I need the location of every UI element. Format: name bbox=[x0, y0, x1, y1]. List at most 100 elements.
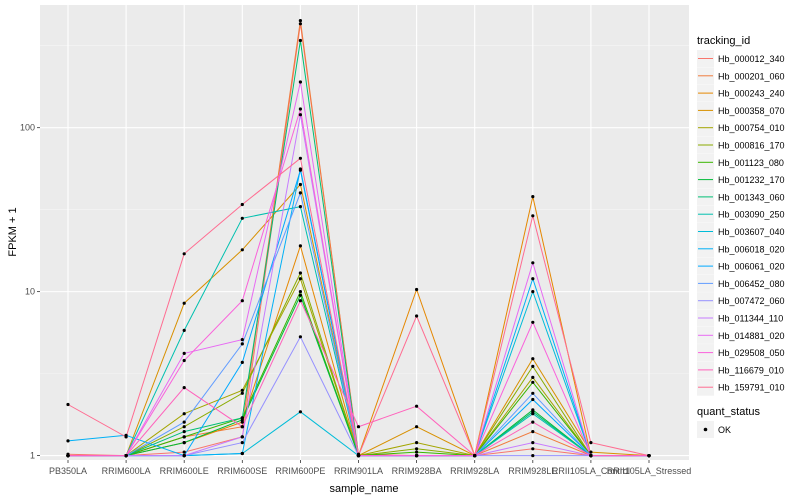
data-point bbox=[531, 364, 535, 368]
data-point bbox=[531, 195, 535, 199]
x-tick-label: RRIM928LA bbox=[450, 466, 499, 476]
data-point bbox=[240, 420, 244, 424]
x-tick-label: RRIM600SE bbox=[217, 466, 267, 476]
data-point bbox=[182, 351, 186, 355]
legend-label: Hb_014881_020 bbox=[718, 331, 785, 341]
legend-key-point bbox=[703, 427, 708, 432]
data-point bbox=[531, 430, 535, 434]
x-tick-label: RRIM928LE bbox=[508, 466, 557, 476]
data-point bbox=[531, 420, 535, 424]
data-point bbox=[298, 168, 302, 172]
legend-label: Hb_003090_250 bbox=[718, 210, 785, 220]
data-point bbox=[182, 358, 186, 363]
data-point bbox=[415, 287, 419, 292]
x-tick-label: RRIM600LE bbox=[160, 466, 209, 476]
data-point bbox=[531, 447, 535, 451]
data-point bbox=[240, 451, 244, 456]
data-point bbox=[66, 454, 70, 458]
data-point bbox=[531, 391, 535, 395]
data-point bbox=[415, 450, 419, 454]
x-tick-label: RRIM928BA bbox=[392, 466, 442, 476]
data-point bbox=[298, 113, 302, 117]
legend-label: Hb_000012_340 bbox=[718, 54, 785, 64]
x-tick-label: RRIM600PE bbox=[275, 466, 325, 476]
legend-label: Hb_116679_010 bbox=[718, 365, 784, 375]
x-axis-title: sample_name bbox=[329, 483, 398, 495]
legend-title: tracking_id bbox=[697, 35, 750, 47]
data-point bbox=[415, 454, 419, 458]
data-point bbox=[182, 301, 186, 305]
data-point bbox=[240, 216, 244, 220]
legend-label: Hb_006018_020 bbox=[718, 244, 785, 254]
data-point bbox=[182, 386, 186, 390]
data-point bbox=[415, 447, 419, 451]
data-point bbox=[531, 357, 535, 361]
legend-label: Hb_000754_010 bbox=[718, 123, 785, 133]
legend-label: Hb_000358_070 bbox=[718, 106, 785, 116]
data-point bbox=[531, 261, 535, 265]
x-tick-label: RRIM600LA bbox=[102, 466, 151, 476]
data-point bbox=[531, 397, 535, 402]
data-point bbox=[531, 441, 535, 445]
data-point bbox=[298, 107, 302, 111]
x-tick-label: RRIM901LA bbox=[334, 466, 383, 476]
data-point bbox=[298, 299, 302, 303]
legend-label: Hb_001343_060 bbox=[718, 192, 785, 202]
data-point bbox=[298, 290, 302, 294]
legend-label: Hb_011344_110 bbox=[718, 314, 783, 324]
data-point bbox=[182, 252, 186, 256]
data-point bbox=[298, 271, 302, 275]
data-point bbox=[240, 391, 244, 395]
y-tick-label: 10 bbox=[25, 287, 35, 297]
y-tick-label: 100 bbox=[20, 123, 35, 133]
legend-label: OK bbox=[718, 425, 731, 435]
x-tick-label: PB350LA bbox=[49, 466, 87, 476]
data-point bbox=[240, 248, 244, 252]
data-point bbox=[182, 420, 186, 424]
legend-label: Hb_000243_240 bbox=[718, 89, 785, 99]
data-point bbox=[66, 402, 70, 407]
data-point bbox=[298, 156, 302, 160]
data-point bbox=[124, 454, 128, 458]
data-point bbox=[182, 328, 186, 332]
data-point bbox=[182, 454, 186, 458]
data-point bbox=[240, 342, 244, 346]
grid-lines bbox=[40, 5, 689, 460]
data-point bbox=[531, 320, 535, 324]
data-point bbox=[531, 380, 535, 384]
data-point bbox=[415, 425, 419, 429]
legend-label: Hb_006061_020 bbox=[718, 262, 785, 272]
data-point bbox=[182, 425, 186, 429]
data-point bbox=[589, 441, 593, 445]
legend-label: Hb_001232_170 bbox=[718, 175, 785, 185]
data-point bbox=[531, 290, 535, 294]
legend-label: Hb_029508_050 bbox=[718, 348, 785, 358]
data-point bbox=[531, 412, 535, 416]
data-point bbox=[240, 425, 244, 429]
legend-status-title: quant_status bbox=[697, 406, 760, 418]
legend-label: Hb_000201_060 bbox=[718, 71, 785, 81]
legend-label: Hb_007472_060 bbox=[718, 296, 785, 306]
y-axis-title: FPKM + 1 bbox=[7, 207, 19, 256]
data-point bbox=[298, 410, 302, 414]
data-point bbox=[240, 299, 244, 303]
data-point bbox=[531, 214, 535, 218]
x-tick-label: RRII105LA_Control bbox=[552, 466, 630, 476]
data-point bbox=[240, 441, 244, 445]
legend-label: Hb_003607_040 bbox=[718, 227, 785, 237]
data-point bbox=[298, 191, 302, 195]
data-point bbox=[240, 388, 244, 392]
data-point bbox=[240, 435, 244, 439]
legend-label: Hb_159791_010 bbox=[718, 383, 785, 393]
data-point bbox=[415, 404, 419, 408]
data-point bbox=[531, 375, 535, 379]
data-point bbox=[415, 314, 419, 318]
data-point bbox=[298, 19, 302, 23]
y-tick-label: 1 bbox=[30, 451, 35, 461]
data-point bbox=[647, 454, 651, 458]
y-axis: 1 10 100 bbox=[20, 123, 40, 461]
data-point bbox=[589, 454, 593, 458]
legend-label: Hb_000816_170 bbox=[718, 141, 785, 151]
data-point bbox=[298, 182, 302, 187]
